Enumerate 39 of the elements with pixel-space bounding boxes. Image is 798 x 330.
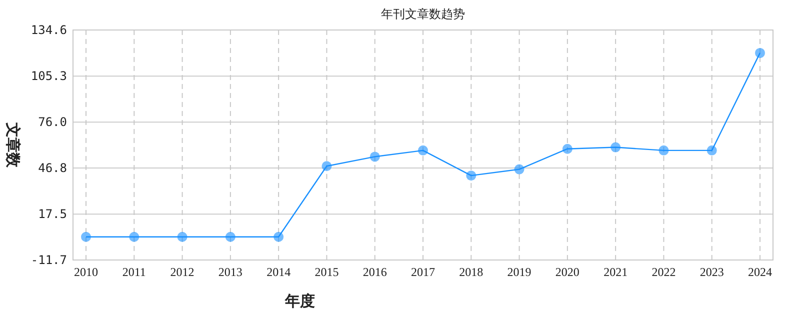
point — [225, 232, 236, 242]
point — [610, 142, 621, 152]
point — [370, 152, 380, 162]
x-tick-label: 2022 — [652, 265, 676, 279]
x-tick-label: 2018 — [459, 265, 484, 279]
point — [177, 232, 188, 242]
x-tick-label: 2013 — [218, 265, 242, 279]
point — [466, 170, 476, 181]
x-tick-label: 2024 — [748, 265, 772, 279]
chart-title: 年刊文章数趋势 — [381, 7, 465, 21]
point — [755, 48, 765, 58]
x-tick-label: 2021 — [604, 265, 628, 279]
point — [322, 161, 332, 172]
x-tick-label: 2020 — [555, 265, 580, 279]
point — [706, 145, 717, 156]
x-tick-label: 2023 — [700, 265, 724, 279]
y-tick-label: 134.6 — [30, 23, 67, 37]
y-axis-title: 文章数 — [4, 122, 22, 168]
point — [129, 232, 140, 242]
point — [418, 145, 428, 156]
x-tick-label: 2012 — [170, 265, 194, 279]
x-tick-label: 2011 — [122, 265, 146, 279]
x-tick-label: 2010 — [74, 265, 98, 279]
point — [274, 232, 284, 242]
x-axis-title: 年度 — [284, 292, 315, 310]
y-tick-label: 17.5 — [38, 207, 67, 222]
x-tick-label: 2014 — [266, 265, 291, 279]
y-tick-label: 46.8 — [38, 161, 67, 176]
y-tick-label: 105.3 — [30, 69, 67, 84]
x-tick-label: 2016 — [362, 265, 387, 279]
x-tick-label: 2019 — [507, 265, 532, 279]
point — [514, 164, 524, 174]
point — [658, 145, 669, 156]
y-tick-label: -11.7 — [30, 253, 67, 267]
point — [81, 232, 91, 242]
x-tick-label: 2015 — [314, 265, 339, 279]
x-tick-label: 2017 — [411, 265, 435, 279]
point — [562, 144, 572, 154]
y-tick-label: 76.0 — [38, 115, 67, 130]
